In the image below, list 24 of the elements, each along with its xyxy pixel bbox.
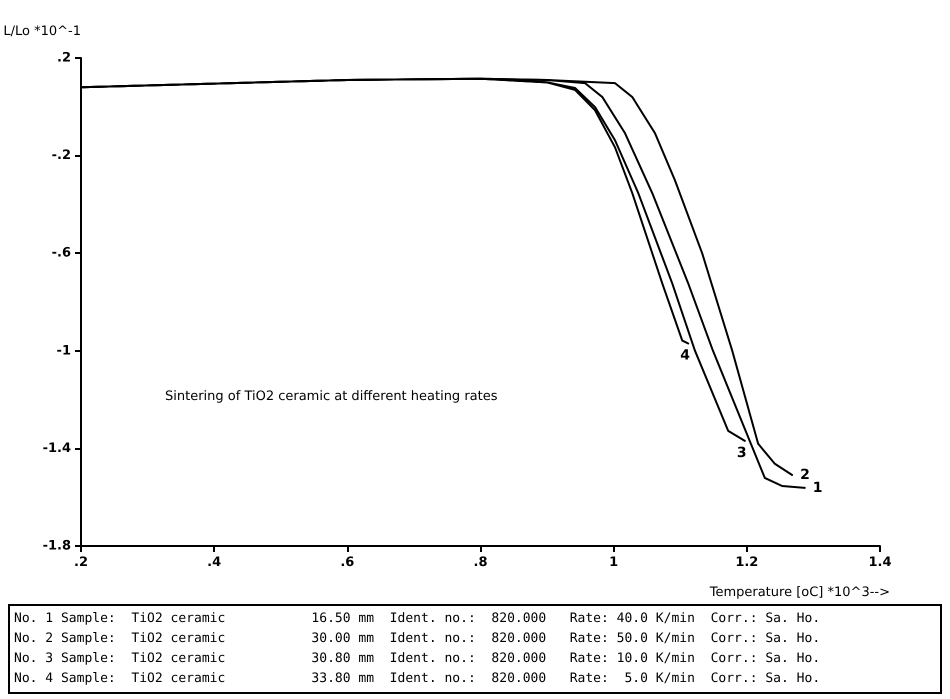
- series-label: 1: [812, 480, 823, 496]
- y-axis-title: L/Lo *10^-1: [3, 24, 81, 39]
- x-tick-label: .6: [340, 555, 354, 570]
- y-tick-label: -1.8: [42, 538, 71, 554]
- x-tick-label: .4: [207, 555, 222, 570]
- series-label: 4: [680, 347, 690, 364]
- x-tick-label: 1.2: [735, 555, 758, 570]
- text: No. 3 Sample: TiO2 ceramic 30.80 mm Ident. no.: 820.000 Rate: 10.0 K/min Corr.: Sa. Ho.: [14, 650, 822, 668]
- series-label: 2: [800, 466, 810, 483]
- x-axis-title: Temperature [oC] *10^3-->: [708, 585, 890, 600]
- annotation: Sintering of TiO2 ceramic at different heating rates: [165, 389, 498, 404]
- text: No. 4 Sample: TiO2 ceramic 33.80 mm Ident. no.: 820.000 Rate: 5.0 K/min Corr.: Sa. Ho.: [14, 670, 822, 688]
- y-tick-label: -.6: [52, 246, 71, 261]
- x-tick-label: 1.4: [868, 555, 892, 570]
- series-label: 3: [736, 444, 747, 461]
- text: No. 2 Sample: TiO2 ceramic 30.00 mm Ident. no.: 820.000 Rate: 50.0 K/min Corr.: Sa. Ho.: [14, 630, 822, 648]
- x-tick-label: .8: [474, 555, 488, 570]
- x-tick-label: 1: [609, 555, 618, 570]
- text: No. 1 Sample: TiO2 ceramic 16.50 mm Ident. no.: 820.000 Rate: 40.0 K/min Corr.: Sa. Ho.: [14, 610, 822, 628]
- y-tick-label: .2: [57, 50, 71, 66]
- x-tick-label: .2: [74, 555, 88, 570]
- y-tick-label: -1.4: [42, 440, 71, 456]
- y-tick-label: -1: [56, 343, 71, 358]
- y-tick-label: -.2: [52, 148, 71, 164]
